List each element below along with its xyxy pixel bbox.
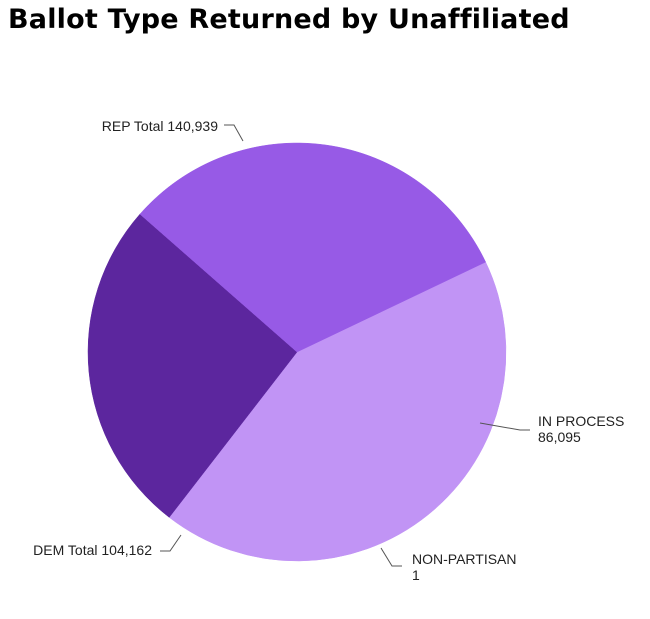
leader-lines	[160, 124, 530, 567]
pie-slices	[87, 142, 507, 562]
chart-title: Ballot Type Returned by Unaffiliated	[8, 4, 570, 35]
slice-label-value: 1	[412, 567, 420, 583]
slice-label-non-partisan: NON-PARTISAN 1	[412, 551, 517, 583]
leader-line-dem-total	[160, 534, 182, 552]
pie-slice-rep-total[interactable]	[168, 261, 507, 562]
leader-line-rep-total	[224, 124, 244, 142]
pie-slice-dem-total[interactable]	[139, 142, 486, 353]
slice-label-rep-total: REP Total 140,939	[102, 118, 218, 134]
slice-label-dem-total: DEM Total 104,162	[33, 542, 152, 558]
leader-line-non-partisan	[380, 547, 402, 567]
slice-label-name: NON-PARTISAN	[412, 551, 517, 567]
leader-line-in-process	[479, 422, 530, 431]
slice-label-in-process: IN PROCESS 86,095	[538, 413, 624, 445]
slice-label-name: IN PROCESS	[538, 413, 624, 429]
slice-labels: REP Total 140,939 IN PROCESS 86,095 NON-PAR…	[33, 118, 624, 583]
slice-label-value: 86,095	[538, 429, 581, 445]
pie-slice-in-process[interactable]	[87, 213, 298, 518]
